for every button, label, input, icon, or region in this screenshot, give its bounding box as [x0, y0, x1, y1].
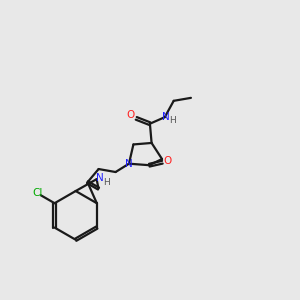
Text: Cl: Cl [33, 188, 43, 198]
Text: H: H [103, 178, 110, 187]
Text: H: H [169, 116, 176, 124]
Text: O: O [127, 110, 135, 120]
Text: N: N [162, 112, 170, 122]
Text: N: N [125, 159, 133, 169]
Text: N: N [96, 173, 104, 183]
Text: O: O [164, 156, 172, 166]
